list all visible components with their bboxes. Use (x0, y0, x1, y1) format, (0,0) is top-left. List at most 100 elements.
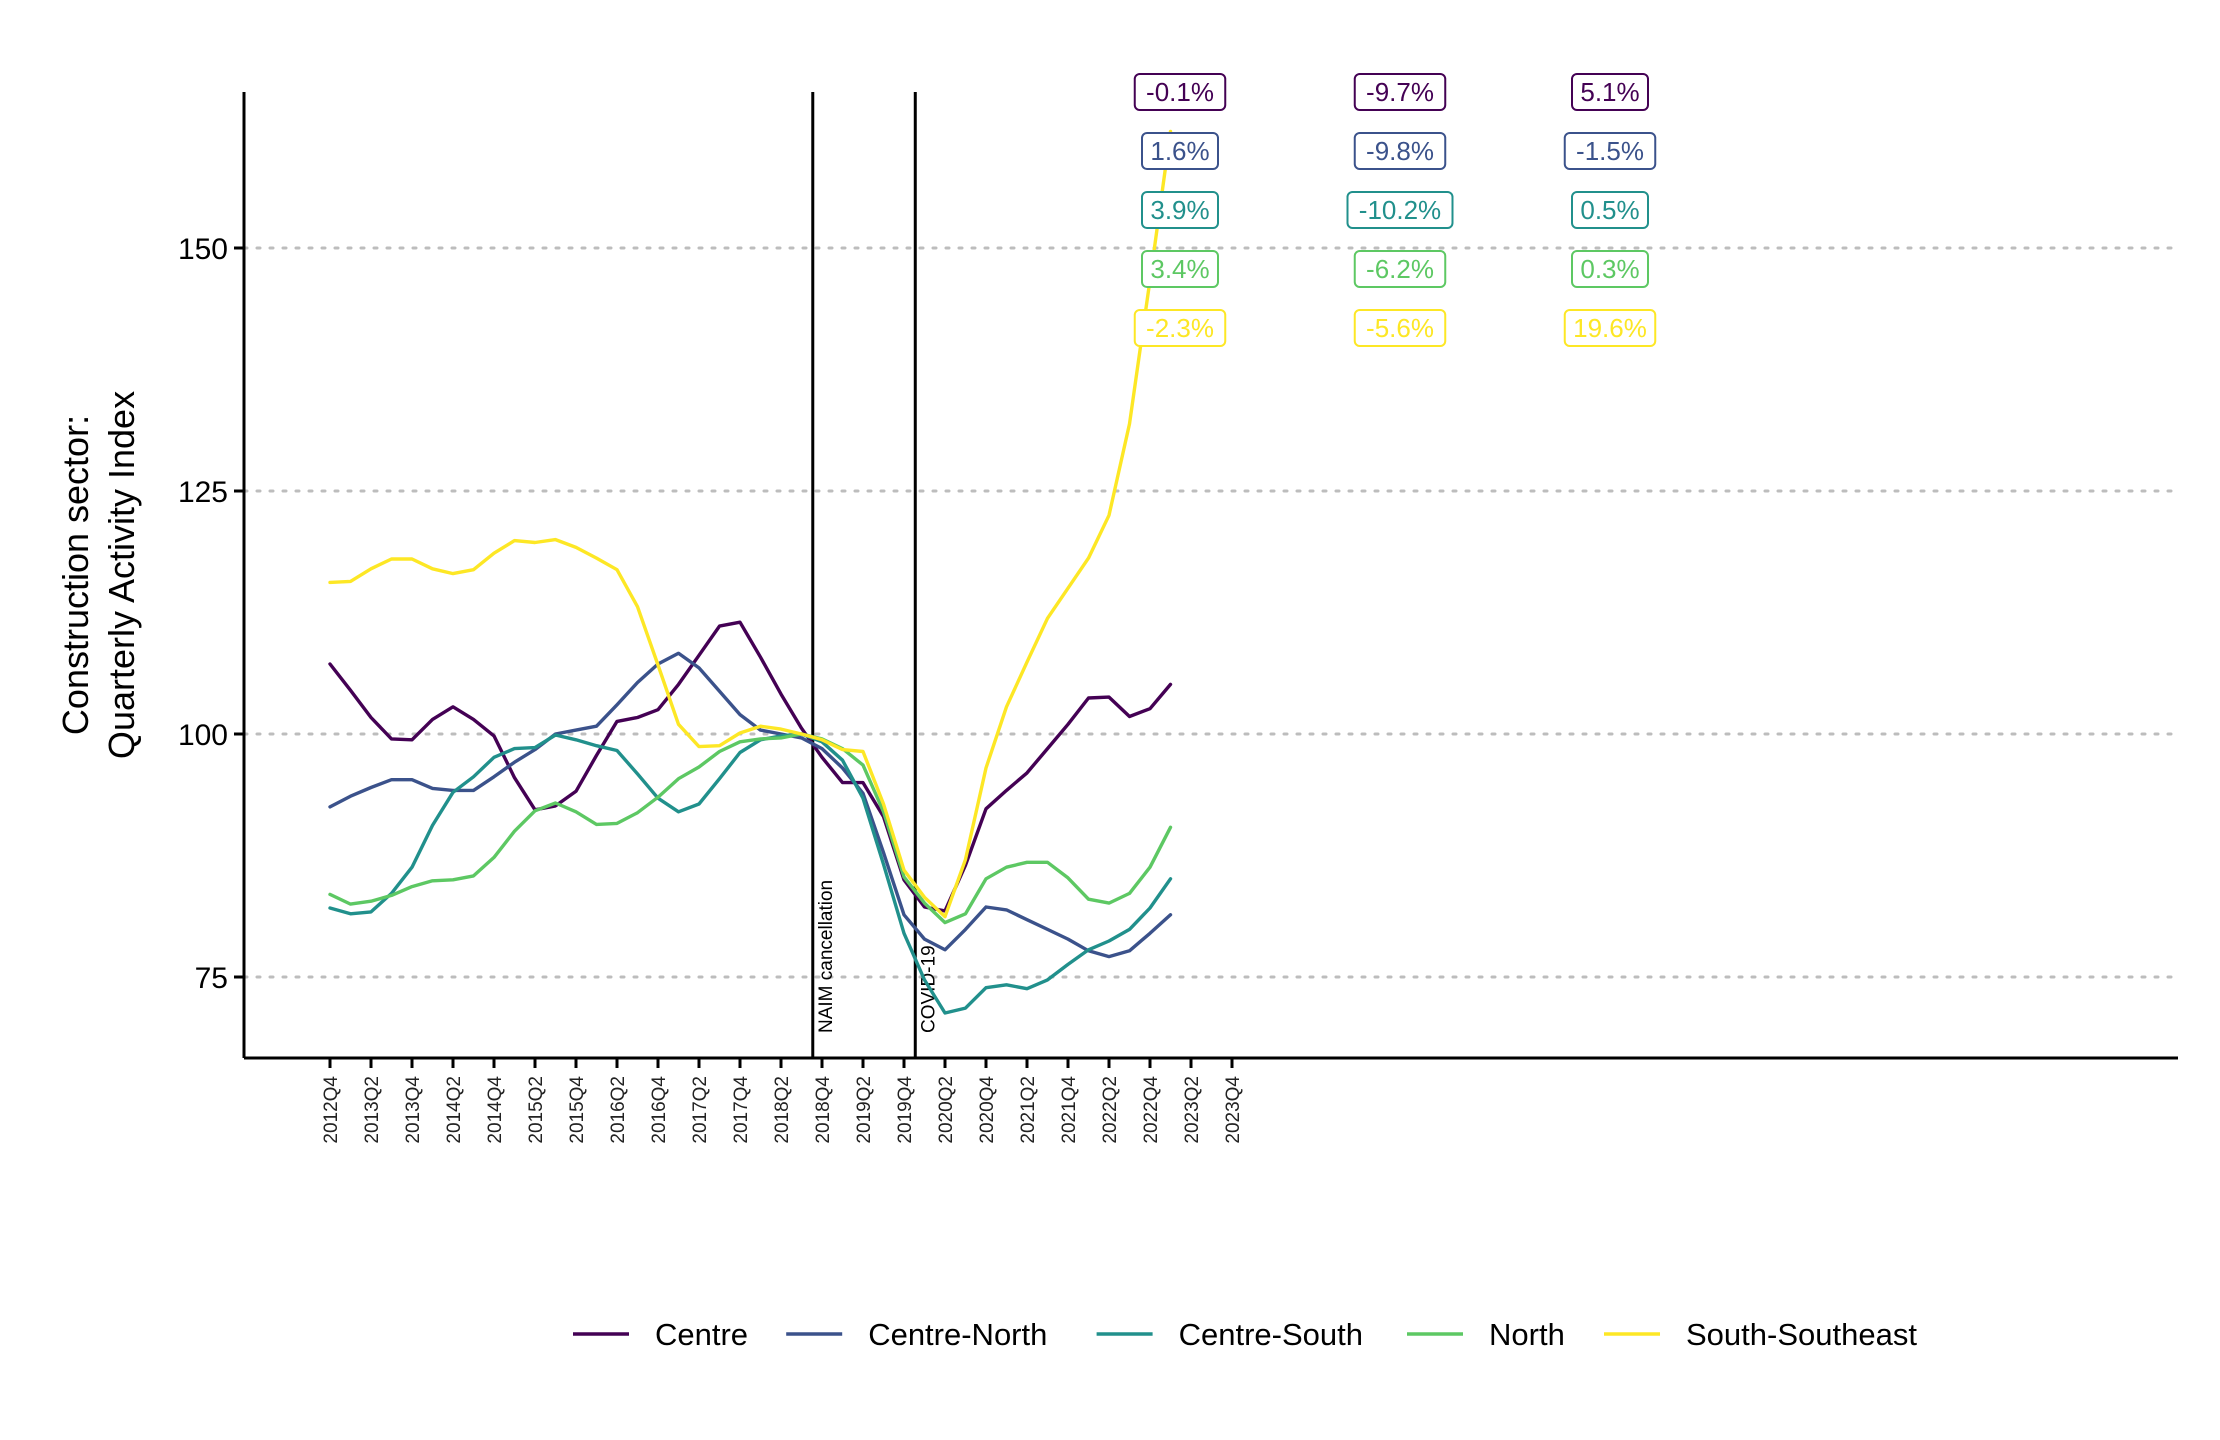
annotation-label: -10.2% (1346, 191, 1454, 229)
annotation-text: -1.5% (1576, 136, 1644, 166)
x-ticks: 2012Q4 2013Q2 2013Q4 2014Q2 2014Q4 2015Q2 2015… (321, 1058, 1244, 1144)
annotation-box (1141, 191, 1219, 229)
event-label: NAIM cancellation (816, 880, 837, 1033)
legend-entry: Centre-North (786, 1317, 1047, 1352)
series-line-centre (328, 620, 1173, 913)
annotation-box (1133, 309, 1227, 347)
annotation-box (1563, 309, 1657, 347)
series-lines (328, 129, 1173, 1015)
series-line-south-southeast (328, 129, 1173, 919)
annotation-text: 0.3% (1580, 254, 1639, 284)
legend-entry: Centre (573, 1317, 748, 1352)
y-axis-label-line-1: Construction sector: (55, 415, 96, 735)
annotation-label: -2.3% (1133, 309, 1227, 347)
annotation-text: 5.1% (1580, 77, 1639, 107)
annotation-box (1353, 132, 1447, 170)
annotation-label: -9.8% (1353, 132, 1447, 170)
x-tick-label: 2014Q2 (444, 1076, 465, 1144)
annotation-box (1571, 73, 1649, 111)
legend-entry: North (1407, 1317, 1565, 1352)
annotation-text: -9.8% (1366, 136, 1434, 166)
event-markers: NAIM cancellation COVID-19 (811, 92, 939, 1058)
annotation-box (1141, 250, 1219, 288)
y-tick-label: 150 (178, 233, 228, 266)
x-tick-label: 2014Q4 (485, 1076, 506, 1144)
annotation-label: -1.5% (1563, 132, 1657, 170)
x-tick-label: 2012Q4 (321, 1076, 342, 1144)
x-tick-label: 2018Q2 (772, 1076, 793, 1144)
annotation-text: -9.7% (1366, 77, 1434, 107)
annotation-label: 3.9% (1141, 191, 1219, 229)
y-tick-label: 75 (195, 962, 228, 995)
annotation-label: 3.4% (1141, 250, 1219, 288)
annotation-text: 19.6% (1573, 313, 1647, 343)
x-tick-label: 2020Q2 (936, 1076, 957, 1144)
annotation-text: -0.1% (1146, 77, 1214, 107)
annotation-text: -5.6% (1366, 313, 1434, 343)
series-line-centre-north (328, 651, 1173, 959)
legend-label: Centre (655, 1317, 748, 1352)
x-tick-label: 2018Q4 (813, 1076, 834, 1144)
legend-label: South-Southeast (1686, 1317, 1917, 1352)
annotation-label: -5.6% (1353, 309, 1447, 347)
annotation-text: 1.6% (1150, 136, 1209, 166)
x-tick-label: 2022Q2 (1100, 1076, 1121, 1144)
annotation-box (1563, 132, 1657, 170)
annotation-label: 19.6% (1563, 309, 1657, 347)
y-tick-label: 125 (178, 476, 228, 509)
y-axis-label: Construction sector: Quarterly Activity I… (55, 391, 142, 759)
x-tick-label: 2019Q4 (895, 1076, 916, 1144)
series-line-centre-south (328, 732, 1173, 1015)
legend-label: North (1489, 1317, 1565, 1352)
annotation-text: 3.9% (1150, 195, 1209, 225)
x-tick-label: 2022Q4 (1141, 1076, 1162, 1144)
annotation-box (1571, 250, 1649, 288)
legend-entry: Centre-South (1096, 1317, 1363, 1352)
annotation-text: 3.4% (1150, 254, 1209, 284)
x-tick-label: 2017Q2 (690, 1076, 711, 1144)
y-ticks: 75 100 125 150 (178, 233, 244, 995)
y-tick-label: 100 (178, 719, 228, 752)
x-tick-label: 2017Q4 (731, 1076, 752, 1144)
annotation-box (1133, 73, 1227, 111)
gridlines (242, 246, 2180, 979)
x-tick-label: 2013Q2 (362, 1076, 383, 1144)
annotation-text: -10.2% (1359, 195, 1441, 225)
annotation-label: 0.3% (1571, 250, 1649, 288)
legend: Centre Centre-North Centre-South North South… (573, 1317, 1917, 1352)
annotation-box (1353, 73, 1447, 111)
annotation-box (1141, 132, 1219, 170)
annotation-label: -0.1% (1133, 73, 1227, 111)
x-tick-label: 2020Q4 (977, 1076, 998, 1144)
legend-label: Centre-South (1179, 1317, 1363, 1352)
legend-entry: South-Southeast (1604, 1317, 1917, 1352)
x-tick-label: 2019Q2 (854, 1076, 875, 1144)
annotation-text: 0.5% (1580, 195, 1639, 225)
annotation-label: 5.1% (1571, 73, 1649, 111)
annotation-text: -6.2% (1366, 254, 1434, 284)
annotation-box (1346, 191, 1454, 229)
annotation-text: -2.3% (1146, 313, 1214, 343)
axes (242, 92, 2178, 1060)
annotation-labels: -0.1% 1.6% 3.9% 3.4% -2.3% -9.7% -9.8% -10.2% -6… (1133, 73, 1657, 347)
annotation-label: 1.6% (1141, 132, 1219, 170)
x-tick-label: 2021Q2 (1018, 1076, 1039, 1144)
x-tick-label: 2015Q4 (567, 1076, 588, 1144)
annotation-box (1353, 309, 1447, 347)
series-line-north (328, 732, 1173, 925)
annotation-label: 0.5% (1571, 191, 1649, 229)
x-tick-label: 2023Q2 (1182, 1076, 1203, 1144)
y-axis-label-line-2: Quarterly Activity Index (101, 391, 142, 759)
x-tick-label: 2013Q4 (403, 1076, 424, 1144)
annotation-box (1571, 191, 1649, 229)
annotation-label: -9.7% (1353, 73, 1447, 111)
annotation-label: -6.2% (1353, 250, 1447, 288)
x-tick-label: 2021Q4 (1059, 1076, 1080, 1144)
x-tick-label: 2015Q2 (526, 1076, 547, 1144)
x-tick-label: 2023Q4 (1223, 1076, 1244, 1144)
x-tick-label: 2016Q4 (649, 1076, 670, 1144)
annotation-box (1353, 250, 1447, 288)
x-tick-label: 2016Q2 (608, 1076, 629, 1144)
